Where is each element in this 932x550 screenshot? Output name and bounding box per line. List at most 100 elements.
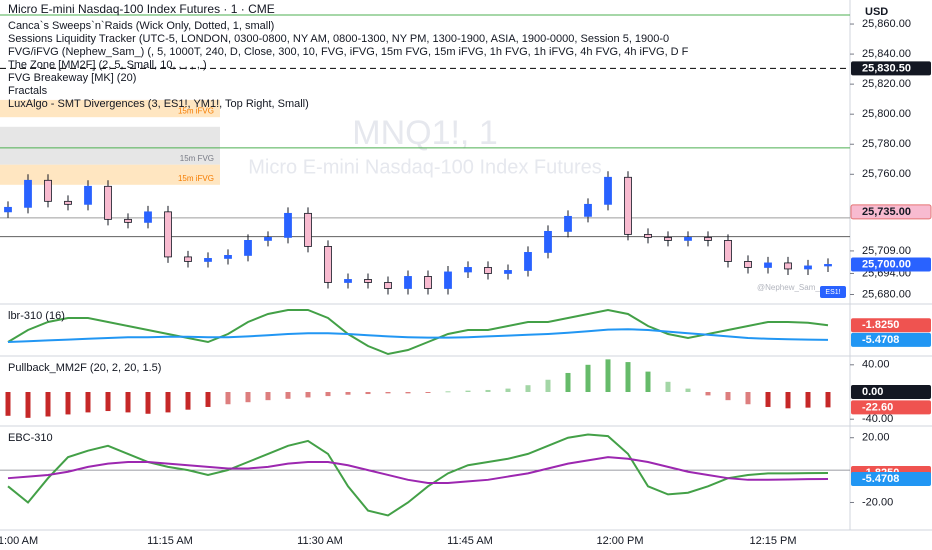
histogram-bar [525,385,531,392]
price-badge [851,400,931,415]
histogram-bar [345,392,351,395]
histogram-bar [185,392,191,410]
histogram-bar [425,392,431,393]
candle-body [604,176,612,205]
price-badge-label: 25,700.00 [862,258,911,270]
histogram-bar [545,379,551,392]
candle-body [624,176,632,235]
histogram-bar [805,392,811,408]
zone-label: 15m iFVG [178,174,214,183]
price-badge-label: 0.00 [862,386,883,398]
price-badge [850,204,932,220]
indicator-legend: Canca`s Sweeps`n`Raids (Wick Only, Dotte… [8,20,274,32]
candle-body [64,200,72,205]
indicator-line [7,308,829,356]
indicator-legend: The Zone [MM2F] (2, 5, Small, 10, , , , … [8,59,207,71]
histogram-bar [785,392,791,409]
candle-body [564,215,572,232]
y-tick-label: 25,709.00 [862,245,911,257]
histogram-bar [685,388,691,392]
watermark: MNQ1!, 1 [352,114,497,152]
x-tick-label: 12:15 PM [749,535,796,547]
price-badge [851,318,931,333]
histogram-bar [285,392,291,399]
candle-body [184,256,192,262]
candle-body [404,276,412,289]
candle-body [224,255,232,259]
y-tick-label: 25,800.00 [862,108,911,120]
histogram-bar [485,389,491,392]
candle-body [744,261,752,268]
candle-body [284,212,292,238]
candle-body [4,206,12,213]
candle-body [664,236,672,241]
candle-body [584,203,592,217]
candle-body [244,239,252,256]
candle-body [344,279,352,283]
candle-body [44,179,52,202]
candle-body [464,267,472,273]
candle-body [264,236,272,241]
histogram-bar [45,392,51,417]
y-tick-label: 25,780.00 [862,138,911,150]
candle-body [324,246,332,283]
candle-body [824,264,832,267]
y-tick-label: 25,840.00 [862,48,911,60]
y-tick-label: 40.00 [862,359,890,371]
histogram-bar [765,392,771,407]
candle-body [504,270,512,274]
candle-body [704,236,712,241]
y-tick-label: -40.00 [862,413,893,425]
histogram-bar [325,392,331,397]
candle-body [364,279,372,283]
candle-body [124,218,132,223]
y-tick-label: 25,820.00 [862,78,911,90]
histogram-bar [725,392,731,401]
histogram-bar [825,392,831,408]
x-tick-label: 1:00 AM [0,535,38,547]
candle-body [544,230,552,253]
price-badge [851,332,931,347]
candle-body [384,282,392,289]
candle-body [684,236,692,241]
chart-title: Micro E-mini Nasdaq-100 Index Futures · … [8,2,275,16]
smt-badge [820,286,846,298]
indicator-legend: LuxAlgo - SMT Divergences (3, ES1!, YM1!… [8,98,309,110]
price-badge-label: -5.4708 [862,473,899,485]
candle-body [784,262,792,270]
indicator-legend: FVG Breakeway [MK] (20) [8,72,136,84]
y-tick-label: 25,680.00 [862,288,911,300]
histogram-bar [705,392,711,396]
price-badge [851,257,931,272]
y-tick-label: 20.00 [862,432,890,444]
candle-body [84,185,92,205]
price-badge-label: -1.8250 [862,319,899,331]
indicator-line [7,456,829,485]
zone-label: 15m iFVG [178,106,214,115]
y-tick-label: -20.00 [862,496,893,508]
price-badge [851,385,931,399]
histogram-bar [405,392,411,394]
annotation: ES1! [825,289,840,296]
histogram-bar [505,388,511,392]
histogram-bar [385,392,391,394]
candle-body [444,271,452,289]
x-tick-label: 11:45 AM [447,535,493,547]
candle-body [304,212,312,247]
histogram-bar [205,392,211,407]
indicator-line [7,328,829,343]
histogram-bar [305,392,311,398]
histogram-bar [605,359,611,392]
price-badge-label: -5.4708 [862,334,899,346]
price-badge-label: -22.60 [862,401,893,413]
candle-body [724,239,732,262]
candle-body [804,265,812,270]
histogram-bar [665,381,671,392]
indicator-line [7,433,829,517]
histogram-bar [585,364,591,392]
candle-body [204,258,212,262]
y-tick-label: 25,760.00 [862,168,911,180]
pane-title: Pullback_MM2F (20, 2, 20, 1.5) [8,362,161,374]
